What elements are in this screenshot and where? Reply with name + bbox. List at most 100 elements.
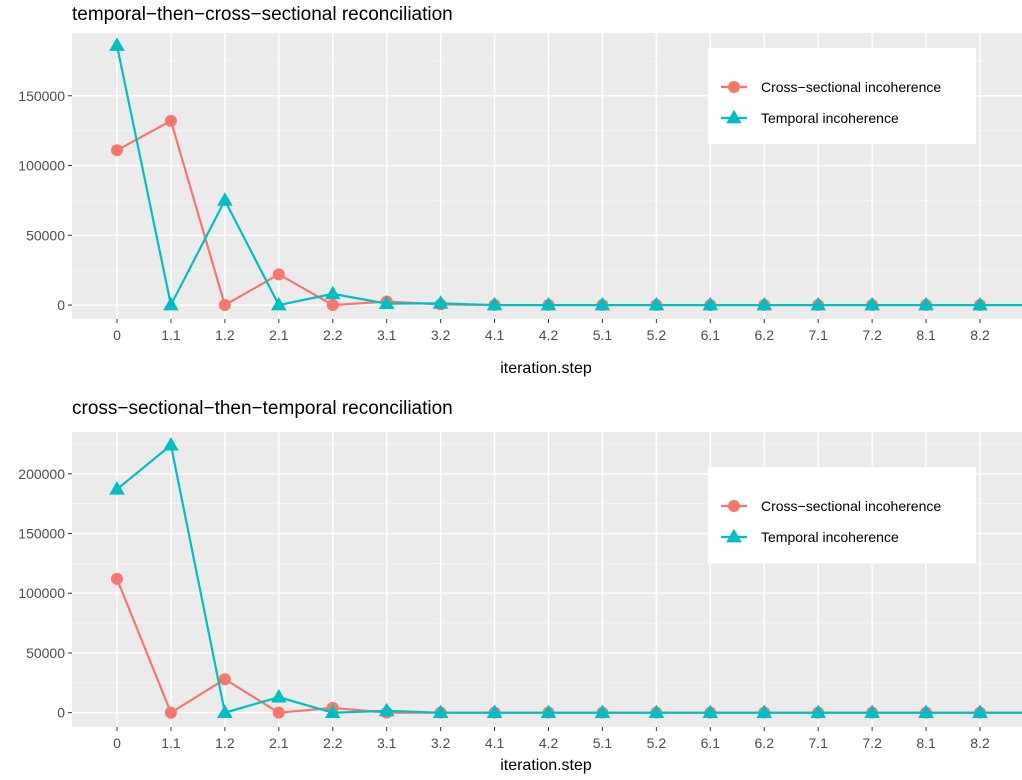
- data-point: [164, 114, 177, 127]
- data-point: [756, 296, 773, 311]
- legend-label: Temporal incoherence: [761, 529, 899, 545]
- data-point: [109, 481, 125, 495]
- x-tick-label: 2.2: [323, 735, 343, 751]
- data-point: [972, 704, 988, 718]
- data-point: [324, 285, 341, 300]
- x-tick-label: 2.1: [269, 735, 289, 751]
- series-line-1: [116, 444, 1022, 714]
- x-tick-label: 6.1: [701, 735, 721, 751]
- legend-key-marker: [728, 500, 740, 512]
- x-tick-label: 0: [113, 735, 121, 751]
- x-tick-label: 8.1: [916, 735, 936, 751]
- y-tick-label: 50000: [26, 227, 65, 243]
- data-point: [217, 192, 233, 206]
- data-point: [540, 704, 557, 718]
- chart-title: temporal−then−cross−sectional reconcilia…: [72, 4, 453, 25]
- x-tick-label: 1.2: [215, 327, 235, 343]
- x-tick-label: 4.2: [539, 735, 559, 751]
- data-point: [163, 436, 179, 451]
- x-tick-label: 1.1: [161, 327, 181, 343]
- y-tick-label: 100000: [18, 585, 65, 601]
- data-point: [164, 706, 177, 719]
- y-tick-label: 100000: [18, 158, 65, 174]
- x-tick-label: 3.2: [431, 735, 451, 751]
- data-point: [217, 704, 233, 718]
- x-tick-label: 8.2: [970, 735, 990, 751]
- x-tick-label: 5.1: [593, 327, 613, 343]
- data-point: [163, 296, 179, 311]
- x-tick-label: 6.2: [755, 735, 775, 751]
- data-point: [486, 704, 503, 718]
- legend-label: Cross−sectional incoherence: [761, 79, 941, 95]
- x-tick-label: 3.2: [431, 327, 451, 343]
- chart-title: cross−sectional−then−temporal reconcilia…: [72, 398, 453, 419]
- x-tick-label: 1.2: [215, 735, 235, 751]
- data-point: [432, 295, 449, 309]
- x-tick-label: 5.2: [647, 327, 667, 343]
- x-tick-label: 5.2: [647, 735, 667, 751]
- data-point: [271, 296, 287, 311]
- x-tick-label: 6.2: [755, 327, 775, 343]
- x-tick-label: 8.1: [916, 327, 936, 343]
- legend-key-marker: [728, 81, 740, 93]
- data-point: [432, 704, 449, 718]
- data-point: [272, 268, 285, 281]
- x-tick-label: 4.1: [485, 735, 505, 751]
- x-tick-label: 3.1: [377, 327, 397, 343]
- x-tick-label: 6.1: [701, 327, 721, 343]
- data-point: [111, 144, 123, 157]
- data-point: [864, 704, 880, 718]
- legend-key-marker: [726, 109, 742, 124]
- y-tick-label: 200000: [18, 466, 65, 482]
- data-point: [594, 704, 611, 718]
- y-tick-label: 0: [57, 705, 65, 721]
- chart-svg: cross−sectional−then−temporal reconcilia…: [18, 398, 1022, 774]
- legend-box: [708, 48, 976, 144]
- data-point: [378, 702, 395, 717]
- x-tick-label: 3.1: [377, 735, 397, 751]
- data-point: [648, 296, 665, 311]
- legend-box: [708, 467, 976, 563]
- legend-label: Cross−sectional incoherence: [761, 498, 941, 514]
- x-axis-title: iteration.step: [500, 757, 592, 774]
- data-point: [756, 704, 773, 718]
- x-tick-label: 7.1: [808, 327, 828, 343]
- x-tick-label: 2.2: [323, 327, 343, 343]
- x-tick-label: 8.2: [970, 327, 990, 343]
- data-point: [324, 704, 341, 718]
- data-point: [648, 704, 665, 718]
- legend-key-marker: [726, 528, 742, 543]
- x-tick-label: 2.1: [269, 327, 289, 343]
- data-point: [111, 572, 123, 585]
- chart-cross-sectional-then-temporal: cross−sectional−then−temporal reconcilia…: [0, 390, 1022, 780]
- x-tick-label: 4.2: [539, 327, 559, 343]
- x-tick-label: 0: [113, 327, 121, 343]
- data-point: [918, 296, 934, 311]
- chart-temporal-then-cross-sectional: temporal−then−cross−sectional reconcilia…: [0, 0, 1022, 385]
- data-point: [810, 704, 826, 718]
- x-tick-label: 7.2: [862, 735, 882, 751]
- data-point: [594, 296, 611, 311]
- x-tick-label: 4.1: [485, 327, 505, 343]
- x-tick-label: 7.1: [808, 735, 828, 751]
- data-point: [918, 704, 934, 718]
- data-point: [271, 688, 287, 703]
- x-axis-title: iteration.step: [500, 360, 592, 377]
- data-point: [272, 706, 285, 719]
- data-point: [326, 299, 339, 312]
- y-tick-label: 50000: [26, 645, 65, 661]
- x-tick-label: 7.2: [862, 327, 882, 343]
- data-point: [702, 296, 719, 311]
- data-point: [218, 673, 231, 686]
- legend-label: Temporal incoherence: [761, 110, 899, 126]
- x-tick-label: 1.1: [161, 735, 181, 751]
- y-tick-label: 150000: [18, 526, 65, 542]
- data-point: [702, 704, 719, 718]
- data-point: [218, 299, 231, 312]
- chart-svg: temporal−then−cross−sectional reconcilia…: [18, 4, 1022, 377]
- data-point: [109, 37, 125, 51]
- data-point: [486, 296, 503, 311]
- x-tick-label: 5.1: [593, 735, 613, 751]
- data-point: [810, 296, 826, 311]
- data-point: [972, 296, 988, 311]
